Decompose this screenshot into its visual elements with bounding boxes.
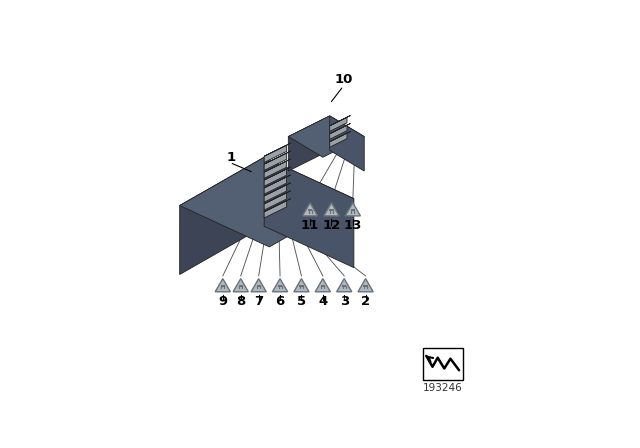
Polygon shape [337, 279, 352, 292]
Bar [257, 285, 260, 287]
Bar [342, 285, 346, 287]
Bar [300, 285, 303, 287]
Polygon shape [264, 191, 291, 204]
Bar [239, 285, 243, 287]
Text: 5: 5 [297, 294, 306, 307]
Bar [351, 209, 355, 211]
Text: 11: 11 [301, 219, 319, 232]
Polygon shape [330, 116, 351, 126]
Bar [221, 285, 225, 287]
Polygon shape [358, 279, 373, 292]
Text: 9: 9 [218, 294, 227, 307]
Text: 10: 10 [334, 73, 353, 86]
Polygon shape [330, 131, 351, 142]
Bar [423, 348, 463, 380]
Polygon shape [264, 145, 287, 163]
Polygon shape [264, 151, 291, 164]
Text: 1: 1 [227, 151, 236, 164]
Polygon shape [215, 279, 230, 292]
Text: 8: 8 [236, 294, 245, 307]
Polygon shape [330, 133, 347, 147]
Bar [330, 209, 333, 211]
Polygon shape [273, 279, 287, 292]
Bar [364, 285, 368, 287]
Polygon shape [264, 159, 291, 172]
Polygon shape [264, 161, 287, 178]
Text: 3: 3 [340, 294, 349, 307]
Polygon shape [289, 116, 364, 157]
Polygon shape [330, 116, 364, 171]
Polygon shape [264, 169, 287, 186]
Polygon shape [330, 117, 347, 131]
Text: 6: 6 [275, 294, 285, 307]
Polygon shape [264, 157, 354, 267]
Polygon shape [264, 143, 291, 156]
Text: 12: 12 [323, 219, 340, 232]
Polygon shape [324, 203, 339, 216]
Text: 2: 2 [361, 294, 370, 307]
Polygon shape [264, 175, 291, 188]
Polygon shape [264, 177, 287, 194]
Polygon shape [330, 124, 351, 134]
Polygon shape [316, 279, 330, 292]
Polygon shape [289, 116, 330, 171]
Polygon shape [294, 279, 309, 292]
Polygon shape [264, 193, 287, 210]
Polygon shape [264, 183, 291, 196]
Polygon shape [303, 203, 317, 216]
Text: 13: 13 [344, 219, 362, 232]
Bar [321, 285, 325, 287]
Text: 4: 4 [318, 294, 328, 307]
Polygon shape [264, 167, 291, 180]
Polygon shape [330, 125, 347, 139]
Text: 193246: 193246 [423, 383, 463, 393]
Polygon shape [264, 185, 287, 202]
Bar [278, 285, 282, 287]
Polygon shape [345, 203, 360, 216]
Polygon shape [180, 157, 264, 275]
Polygon shape [264, 201, 287, 218]
Polygon shape [180, 157, 354, 247]
Bar [308, 209, 312, 211]
Polygon shape [233, 279, 248, 292]
Polygon shape [251, 279, 266, 292]
Polygon shape [264, 153, 287, 170]
Text: 7: 7 [254, 294, 263, 307]
Polygon shape [264, 198, 291, 212]
